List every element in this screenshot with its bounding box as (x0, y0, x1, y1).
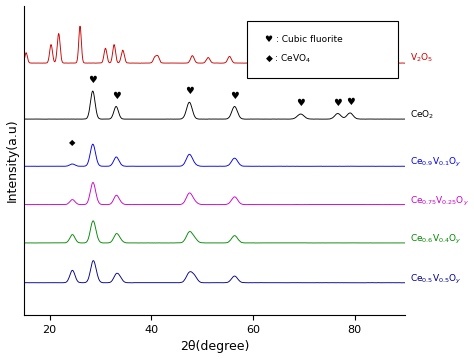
Text: CeO$_2$: CeO$_2$ (410, 109, 434, 121)
Text: ♥: ♥ (296, 98, 305, 108)
Text: V$_2$O$_5$: V$_2$O$_5$ (410, 51, 433, 64)
FancyBboxPatch shape (247, 21, 398, 78)
Text: Ce$_{0.5}$V$_{0.5}$O$_y$: Ce$_{0.5}$V$_{0.5}$O$_y$ (410, 273, 461, 286)
Text: ♥: ♥ (230, 90, 239, 101)
Text: ♥: ♥ (88, 75, 97, 85)
Text: ♥: ♥ (333, 98, 342, 108)
Text: ♥: ♥ (346, 97, 355, 107)
Text: ◆ : CeVO$_4$: ◆ : CeVO$_4$ (265, 52, 312, 64)
X-axis label: 2θ(degree): 2θ(degree) (180, 340, 249, 354)
Text: Ce$_{0.9}$V$_{0.1}$O$_y$: Ce$_{0.9}$V$_{0.1}$O$_y$ (410, 157, 461, 169)
Text: Ce$_{0.6}$V$_{0.4}$O$_y$: Ce$_{0.6}$V$_{0.4}$O$_y$ (410, 233, 461, 246)
Text: ♥: ♥ (185, 87, 194, 96)
Text: ◆: ◆ (69, 137, 76, 146)
Text: ♥: ♥ (112, 90, 120, 101)
Y-axis label: Intensity(a.u): Intensity(a.u) (6, 118, 18, 202)
Text: Ce$_{0.75}$V$_{0.25}$O$_y$: Ce$_{0.75}$V$_{0.25}$O$_y$ (410, 195, 468, 208)
Text: ♥ : Cubic fluorite: ♥ : Cubic fluorite (265, 35, 343, 44)
